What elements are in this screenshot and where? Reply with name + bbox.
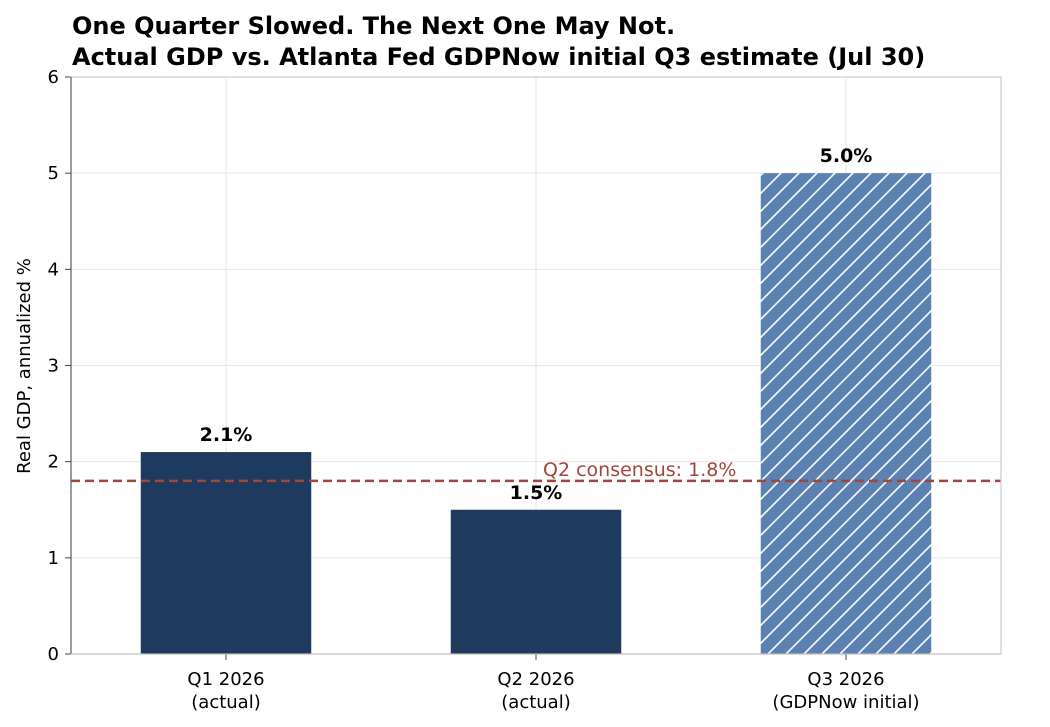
y-tick-label: 3: [48, 356, 59, 377]
x-tick-sublabel: (actual): [191, 692, 260, 713]
chart-subtitle: Actual GDP vs. Atlanta Fed GDPNow initia…: [72, 43, 925, 71]
bar: [760, 173, 932, 654]
chart-title: One Quarter Slowed. The Next One May Not…: [72, 12, 675, 40]
y-axis-label: Real GDP, annualized %: [14, 258, 35, 474]
y-tick-label: 4: [48, 259, 59, 280]
y-tick-label: 1: [48, 548, 59, 569]
x-tick-sublabel: (GDPNow initial): [772, 692, 919, 713]
consensus-reference-label: Q2 consensus: 1.8%: [543, 459, 736, 481]
x-tick-sublabel: (actual): [501, 692, 570, 713]
y-tick-label: 5: [48, 163, 59, 184]
x-tick-label: Q3 2026: [807, 669, 884, 690]
y-tick-label: 0: [48, 644, 59, 665]
bar-value-label: 1.5%: [510, 482, 563, 504]
bar-value-label: 5.0%: [820, 145, 873, 167]
x-tick-label: Q1 2026: [187, 669, 264, 690]
x-tick-label: Q2 2026: [497, 669, 574, 690]
y-tick-label: 2: [48, 452, 59, 473]
bar-value-label: 2.1%: [200, 424, 253, 446]
y-tick-label: 6: [48, 67, 59, 88]
bar: [450, 509, 622, 654]
bar: [140, 452, 312, 654]
